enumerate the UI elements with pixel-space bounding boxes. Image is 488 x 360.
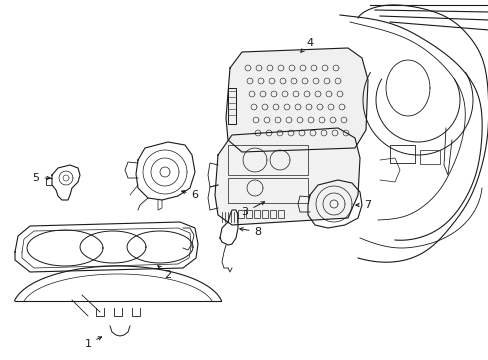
Text: 5: 5	[32, 173, 50, 183]
Bar	[227, 145, 307, 175]
Bar	[389, 145, 414, 163]
Bar	[227, 178, 307, 203]
Text: 1: 1	[84, 337, 102, 349]
Bar	[238, 210, 244, 218]
Text: 4: 4	[300, 38, 313, 52]
Text: 7: 7	[355, 200, 371, 210]
Bar	[278, 210, 284, 218]
Text: 8: 8	[239, 227, 261, 237]
Polygon shape	[225, 48, 367, 152]
Text: 6: 6	[182, 190, 198, 200]
Text: 3: 3	[241, 202, 264, 217]
Bar	[245, 210, 251, 218]
Bar	[419, 150, 439, 164]
Bar	[262, 210, 267, 218]
Bar	[269, 210, 275, 218]
Bar	[227, 88, 236, 124]
Bar	[253, 210, 260, 218]
Polygon shape	[215, 128, 359, 225]
Text: 2: 2	[158, 266, 171, 280]
